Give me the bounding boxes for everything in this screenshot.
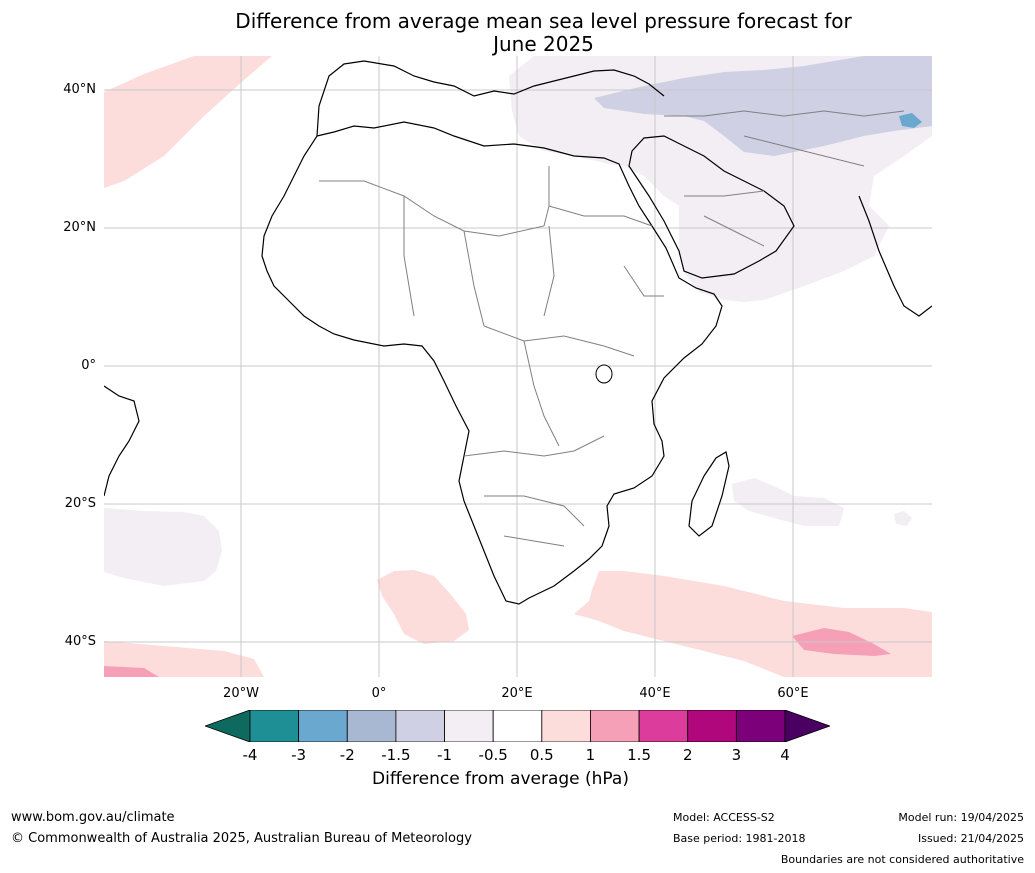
footer-copyright: © Commonwealth of Australia 2025, Austra… [11,831,472,846]
anomaly-region-indian-negative-2 [894,511,912,526]
colorbar-tick-label: 4 [780,746,790,764]
footer-model-run: Model run: 19/04/2025 [898,811,1024,824]
anomaly-region-nw-positive [104,56,272,188]
colorbar-bin [541,710,591,742]
india-coastline [858,195,932,317]
anomaly-region-satl-positive [377,570,469,644]
anomaly-region-sind-positive [574,571,932,677]
colorbar-tick-label: 2 [682,746,693,764]
colorbar-tick-label: -1.5 [381,746,411,764]
africa-coastline [261,121,723,605]
lat-label-20n: 20°N [63,220,96,235]
title-line-1: Difference from average mean sea level p… [235,9,852,33]
title-line-2: June 2025 [493,32,594,56]
lon-label-60e: 60°E [777,686,809,701]
colorbar-bin [346,710,397,742]
colorbar-bin [590,710,640,742]
graticule [104,56,932,677]
lon-label-40e: 40°E [639,686,671,701]
colorbar-tick-label: -2 [339,746,355,764]
colorbar-tick-label: -0.5 [478,746,508,764]
colorbar-bin [444,710,494,742]
forecast-map [104,56,932,677]
footer-website: www.bom.gov.au/climate [11,810,175,825]
lon-label-20e: 20°E [501,686,533,701]
lat-label-40s: 40°S [64,634,96,649]
colorbar-bin [638,710,689,742]
colorbar-tick-label: 1.5 [627,746,651,764]
colorbar-tick-label: 1 [585,746,596,764]
anomaly-region-sw-negative [104,508,222,586]
colorbar-bin [687,710,737,742]
anomaly-region-asia-spot [899,113,922,128]
colorbar-extend-low [205,710,251,742]
colorbar-tick-label: -1 [437,746,453,764]
colorbar-tick-label: -4 [242,746,258,764]
footer-base-period: Base period: 1981-2018 [673,832,806,845]
lon-label-20w: 20°W [223,686,259,701]
colorbar-bin [249,710,300,742]
arabia-coastline [628,135,795,279]
map-canvas [104,56,932,677]
colorbar-label: Difference from average (hPa) [372,769,629,789]
colorbar-extend-high [784,710,830,742]
anomaly-region-asia-lower [594,56,932,156]
lat-label-40n: 40°N [63,82,96,97]
colorbar-tick-label: 0.5 [529,746,554,764]
colorbar-bin [395,710,445,742]
anomaly-region-sw-bottom-higher [104,666,159,677]
colorbar-bin [298,710,348,742]
lake-victoria [595,364,613,384]
footer-disclaimer: Boundaries are not considered authoritat… [780,853,1024,866]
lat-label-equator: 0° [81,358,96,373]
colorbar-tick-label: 3 [731,746,742,764]
chart-title: Difference from average mean sea level p… [0,10,1035,56]
madagascar-coastline [688,451,730,537]
country-borders [319,110,905,547]
anomaly-region-indian-negative [732,478,844,526]
footer-issued: Issued: 21/04/2025 [917,832,1024,845]
lon-label-0: 0° [371,686,387,701]
south-america-coastline [104,385,140,497]
colorbar-tick-label: -3 [291,746,307,764]
colorbar-bin [492,710,543,742]
colorbar [205,710,830,742]
lat-label-20s: 20°S [64,496,96,511]
europe-coastline [316,60,665,137]
footer-model: Model: ACCESS-S2 [673,811,775,824]
colorbar-bin [735,710,786,742]
